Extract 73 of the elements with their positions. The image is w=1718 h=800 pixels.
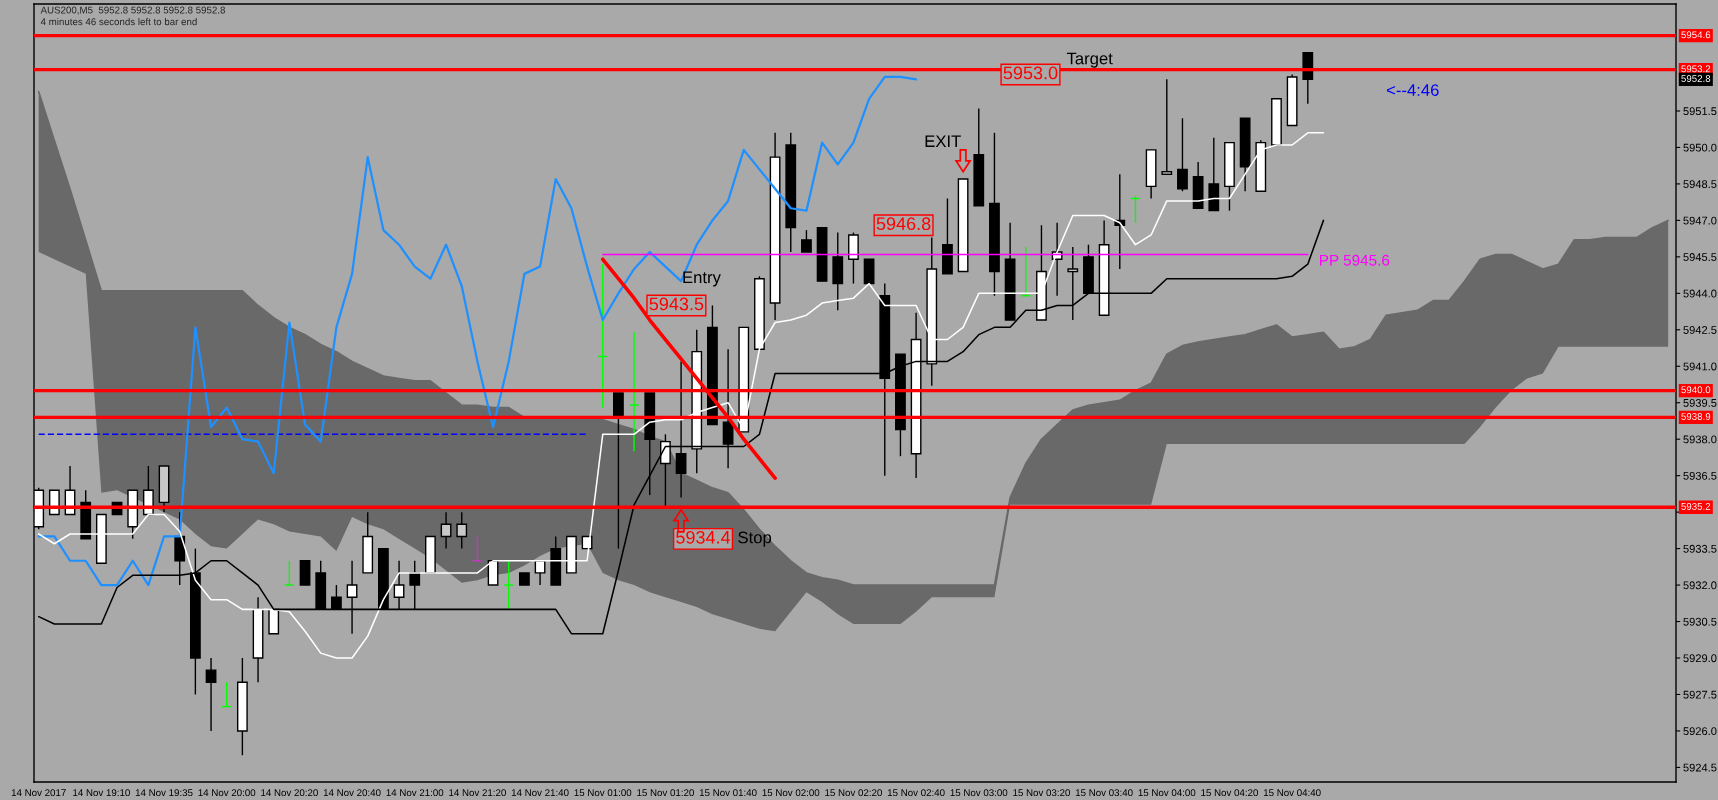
y-tick-label: 5947.0	[1683, 216, 1717, 225]
annotation: 5943.5	[649, 297, 704, 311]
x-tick-label: 14 Nov 20:00	[198, 789, 256, 797]
candlestick	[330, 584, 342, 611]
y-tick-label: 5948.5	[1683, 180, 1717, 189]
x-tick-label: 14 Nov 19:35	[135, 789, 193, 797]
y-tick-label: 5941.0	[1683, 362, 1717, 371]
y-tick-label: 5942.5	[1683, 326, 1717, 334]
candlestick	[283, 560, 295, 586]
ref-line-label: 5935.2	[1681, 502, 1711, 510]
y-tick-label: 5930.5	[1683, 617, 1717, 626]
x-tick-label: 15 Nov 01:40	[699, 789, 757, 797]
candlestick	[503, 560, 515, 611]
y-tick-label: 5938.0	[1683, 435, 1717, 444]
x-tick-label: 15 Nov 03:20	[1013, 789, 1070, 797]
x-tick-label: 14 Nov 2017	[11, 789, 66, 797]
chart-title: AUS200,M5 5952.8 5952.8 5952.8 5952.8	[40, 6, 226, 15]
x-tick-label: 15 Nov 03:00	[950, 789, 1008, 797]
y-tick-label: 5944.0	[1683, 289, 1717, 298]
candlestick	[660, 433, 671, 508]
x-tick-label: 15 Nov 04:40	[1263, 789, 1321, 797]
candlestick	[628, 331, 640, 453]
y-tick-label: 5927.5	[1683, 690, 1717, 699]
candlestick	[409, 560, 421, 611]
ref-line-label: 5940.0	[1681, 386, 1711, 394]
y-tick-label: 5936.5	[1683, 471, 1717, 480]
x-tick-label: 15 Nov 03:40	[1075, 789, 1133, 797]
x-tick-label: 14 Nov 19:10	[73, 789, 130, 797]
y-tick-label: 5932.0	[1683, 581, 1717, 590]
x-tick-label: 14 Nov 21:20	[449, 789, 506, 797]
candlestick	[675, 360, 687, 499]
annotation: EXIT	[925, 135, 961, 147]
x-tick-label: 14 Nov 21:40	[511, 789, 569, 797]
y-tick-label: 5939.5	[1683, 398, 1717, 407]
annotation: 5946.8	[876, 217, 931, 231]
x-tick-label: 15 Nov 02:20	[825, 789, 882, 797]
ref-line-label: 5953.2	[1681, 65, 1711, 73]
ref-line-label: 5938.9	[1681, 413, 1711, 420]
candlestick	[393, 560, 405, 611]
x-tick-label: 14 Nov 21:00	[386, 789, 444, 797]
x-tick-label: 15 Nov 02:40	[887, 789, 945, 797]
y-tick-label: 5950.0	[1683, 143, 1717, 152]
x-tick-label: 15 Nov 04:00	[1138, 789, 1196, 797]
y-tick-label: 5924.5	[1683, 763, 1717, 772]
candlestick	[440, 511, 452, 550]
y-tick-label: 5926.0	[1683, 727, 1717, 736]
candlestick	[801, 229, 812, 253]
annotation: Target	[1066, 52, 1113, 68]
y-tick-label: 5951.5	[1683, 107, 1717, 116]
annotation: 5934.4	[676, 530, 731, 544]
x-tick-label: 14 Nov 20:40	[323, 789, 381, 797]
annotation: Stop	[738, 531, 772, 547]
x-tick-label: 15 Nov 01:00	[574, 789, 632, 797]
x-tick-label: 15 Nov 01:20	[637, 789, 694, 797]
candlestick	[722, 348, 734, 470]
x-tick-label: 14 Nov 20:20	[261, 789, 318, 797]
ref-line-label: 5954.6	[1681, 31, 1711, 39]
text: 5952.8	[1681, 75, 1711, 82]
annotation: <--4:46	[1386, 84, 1439, 96]
x-tick-label: 15 Nov 04:20	[1201, 789, 1258, 797]
annotation: 5953.0	[1003, 66, 1058, 80]
text: 4 minutes 46 seconds left to bar end	[40, 18, 197, 26]
candlestick	[1177, 117, 1188, 192]
candlestick	[205, 657, 217, 732]
x-tick-label: 15 Nov 02:00	[762, 789, 820, 797]
series-label: PP 5945.6	[1320, 254, 1390, 266]
y-tick-label: 5945.5	[1683, 253, 1717, 261]
y-tick-label: 5929.0	[1683, 654, 1717, 663]
candlestick	[1067, 246, 1079, 321]
candlestick	[1161, 78, 1173, 175]
y-tick-label: 5933.5	[1683, 544, 1717, 553]
annotation: Entry	[683, 271, 721, 287]
candlestick	[456, 511, 468, 550]
